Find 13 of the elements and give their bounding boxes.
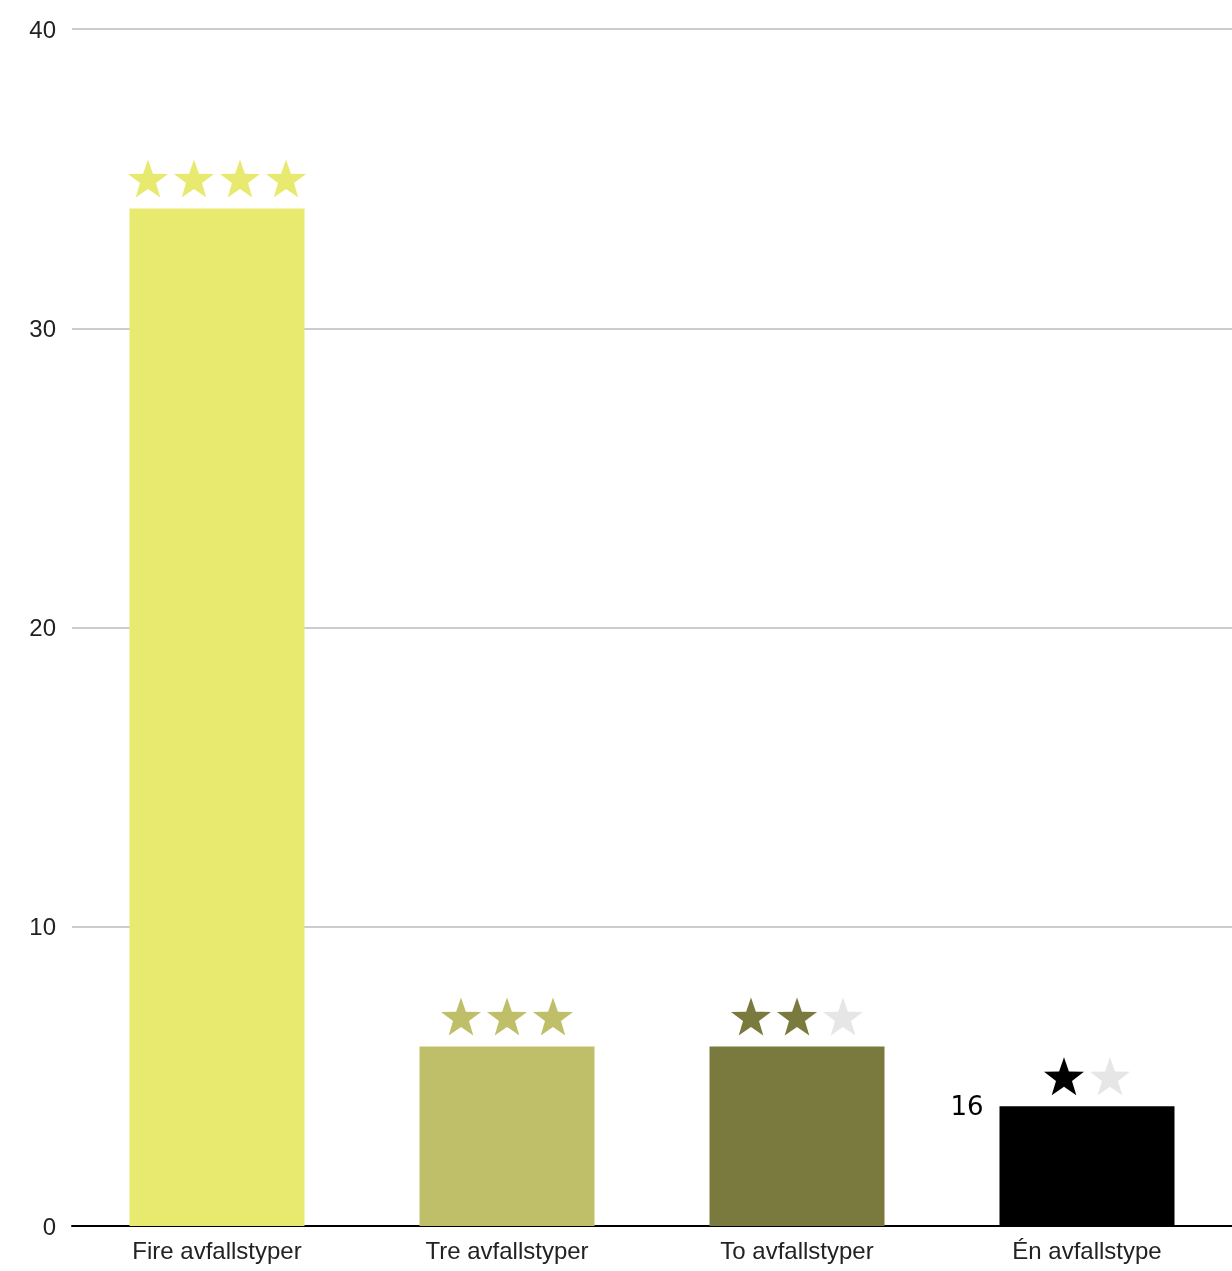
- y-tick-label: 0: [42, 1212, 56, 1240]
- y-tick-label: 20: [29, 614, 56, 641]
- bar: [709, 1046, 885, 1226]
- x-tick-label: Tre avfallstyper: [425, 1236, 589, 1264]
- annotation: 16: [950, 1091, 984, 1122]
- bar: [419, 1046, 595, 1226]
- x-tick-label: To avfallstyper: [720, 1236, 874, 1264]
- y-tick-label: 30: [29, 314, 56, 342]
- y-tick-label: 40: [29, 15, 56, 43]
- x-tick-label: Én avfallstype: [1012, 1236, 1162, 1264]
- y-tick-label: 10: [29, 913, 56, 941]
- bar: [129, 208, 305, 1226]
- x-tick-label: Fire avfallstyper: [132, 1236, 302, 1264]
